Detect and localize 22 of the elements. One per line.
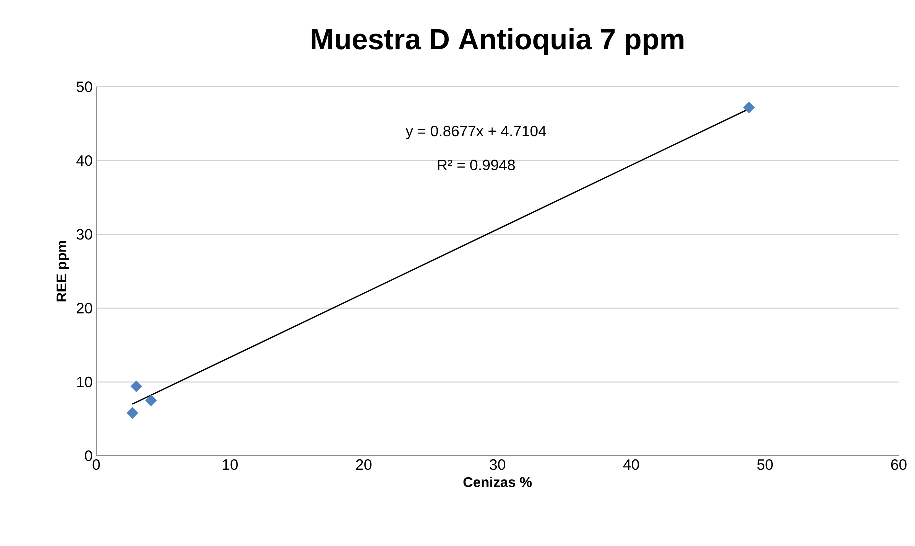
chart-title: Muestra D Antioquia 7 ppm [312, 28, 684, 56]
x-axis-title: Cenizas % [464, 477, 532, 488]
point [743, 102, 756, 114]
y-tick-label: 40 [76, 155, 92, 166]
annotation: R² = 0.9948 [438, 160, 516, 171]
y-axis-title: REE ppm [56, 241, 70, 302]
x-tick-label: 60 [891, 460, 907, 470]
y-tick-label: 50 [76, 82, 92, 92]
point [126, 407, 138, 420]
x-tick-label: 30 [490, 460, 506, 470]
x-tick-label: 10 [223, 460, 238, 470]
y-tick-label: 10 [77, 376, 92, 388]
point [130, 380, 142, 392]
x-tick-label: 0 [92, 460, 100, 470]
y-tick-label: 20 [77, 303, 92, 314]
x-tick-label: 40 [624, 460, 640, 470]
x-tick-label: 20 [356, 460, 372, 470]
annotation: y = 0.8677x + 4.7104 [406, 126, 546, 140]
x-tick-label: 50 [758, 460, 773, 470]
y-tick-label: 0 [85, 450, 92, 462]
point [145, 394, 158, 407]
y-tick-label: 30 [76, 229, 92, 240]
